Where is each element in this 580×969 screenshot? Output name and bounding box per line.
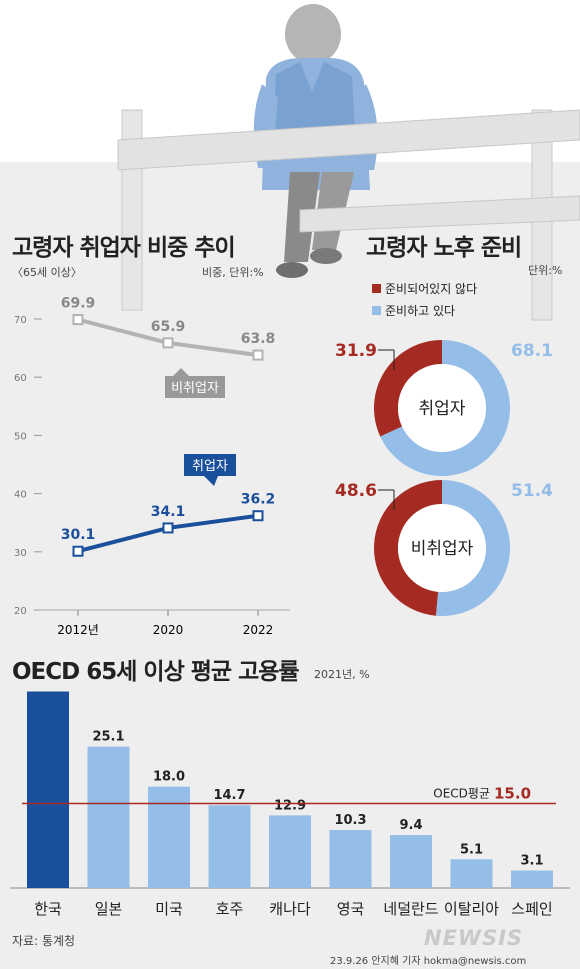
legend-label-ready: 준비하고 있다: [385, 304, 456, 318]
y-tick-label: 40: [14, 490, 27, 501]
bar-category-label: 스페인: [511, 900, 552, 918]
bar: [269, 815, 311, 888]
bar-value-label: 5.1: [460, 842, 483, 857]
donut-slice-not-ready: [374, 340, 442, 437]
bar-value-label: 9.4: [399, 818, 422, 833]
donut-center-label: 비취업자: [411, 539, 474, 559]
data-label: 34.1: [151, 504, 186, 520]
donut-slice-not-ready: [373, 480, 442, 616]
data-label: 65.9: [151, 319, 186, 335]
bar-value-label: 14.7: [213, 788, 245, 803]
donut-hole: [398, 504, 486, 592]
bar: [208, 805, 251, 888]
data-point: [162, 337, 174, 349]
bar: [390, 835, 432, 888]
bar-category-label: 네덜란드: [383, 900, 438, 918]
legend-swatch-ready: [372, 306, 381, 315]
bar: [27, 691, 69, 888]
x-tick-label: 2012년: [57, 623, 99, 637]
bar-category-label: 일본: [95, 900, 123, 918]
oecd-average-label: OECD평균: [433, 787, 490, 801]
y-tick-label: 20: [14, 606, 27, 617]
data-label: 30.1: [61, 527, 96, 543]
donut-legend-not-ready: 준비되어있지 않다: [372, 280, 477, 297]
y-tick-label: 60: [14, 373, 27, 384]
bar-value-label: 12.9: [274, 798, 306, 813]
legend-label-not-ready: 준비되어있지 않다: [385, 282, 478, 296]
bar-value-label: 10.3: [334, 813, 366, 828]
donut-chart-title: 고령자 노후 준비: [366, 235, 522, 261]
donut-charts: 취업자 31.9 68.1 비취업자 48.6 51.4: [335, 340, 553, 616]
series-line-employed: [77, 513, 259, 554]
line-chart-title: 고령자 취업자 비중 추이: [12, 235, 236, 261]
data-point: [72, 545, 84, 557]
data-label: 36.2: [241, 492, 276, 508]
donut-slice-ready: [380, 340, 510, 476]
donut-hole: [398, 364, 486, 452]
bar-category-label: 미국: [155, 900, 183, 918]
y-tick-label: 70: [14, 315, 27, 326]
series-tag-employed: [184, 454, 236, 476]
bar-category-label: 캐나다: [269, 900, 311, 918]
data-point: [252, 510, 264, 522]
donut-value-not-ready: 31.9: [335, 341, 377, 361]
donut-value-not-ready: 48.6: [335, 481, 377, 501]
data-point: [252, 349, 264, 361]
bar-category-label: 호주: [216, 900, 244, 918]
elderly-person-on-fence-illustration: [117, 4, 580, 321]
data-label: 69.9: [61, 296, 96, 312]
bar-chart: 34.9한국25.1일본18.0미국14.7호주12.9캐나다10.3영국9.4…: [10, 691, 570, 918]
series-tag-label: 비취업자: [171, 381, 219, 396]
line-chart-unit: 비중, 단위:%: [202, 266, 264, 279]
bar-value-label: 25.1: [92, 730, 124, 745]
bar: [329, 830, 372, 888]
source-note: 자료: 통계청: [12, 934, 76, 948]
donut-slice-ready: [436, 480, 510, 616]
bar-category-label: 이탈리아: [444, 900, 499, 918]
data-point: [72, 314, 84, 326]
bar-chart-subtitle: 2021년, %: [314, 668, 370, 681]
donut-legend-ready: 준비하고 있다: [372, 302, 455, 319]
x-tick-label: 2020: [153, 623, 184, 637]
legend-swatch-not-ready: [372, 284, 381, 293]
bar-chart-title: OECD 65세 이상 평균 고용률: [12, 659, 300, 685]
credit-line: 23.9.26 안지혜 기자 hokma@newsis.com: [330, 956, 527, 967]
donut-chart-unit: 단위:%: [528, 264, 563, 277]
bar: [148, 786, 190, 888]
series-tag-label: 취업자: [192, 459, 228, 474]
y-tick-label: 50: [14, 431, 27, 442]
data-label: 63.8: [241, 331, 276, 347]
y-tick-label: 30: [14, 548, 27, 559]
bar: [511, 870, 553, 888]
line-chart-subtitle: 〈65세 이상〉: [12, 266, 82, 279]
bar: [450, 859, 493, 888]
bar-category-label: 한국: [34, 900, 62, 918]
bar-value-label: 18.0: [153, 770, 185, 785]
bar: [87, 746, 130, 888]
donut-value-ready: 51.4: [511, 481, 553, 501]
bar-category-label: 영국: [337, 900, 365, 918]
donut-value-ready: 68.1: [511, 341, 553, 361]
data-point: [162, 522, 174, 534]
donut-center-label: 취업자: [419, 399, 466, 419]
x-tick-label: 2022: [243, 623, 274, 637]
newsis-logo: NEWSIS: [424, 926, 524, 950]
oecd-average-value: 15.0: [494, 785, 531, 803]
bar-value-label: 3.1: [520, 854, 543, 869]
series-tag-non-employed: [165, 376, 225, 398]
line-chart: 20 30 40 50 60 70 2012년 2020 2022 69.9 65.9 63.8 30.…: [14, 296, 290, 637]
